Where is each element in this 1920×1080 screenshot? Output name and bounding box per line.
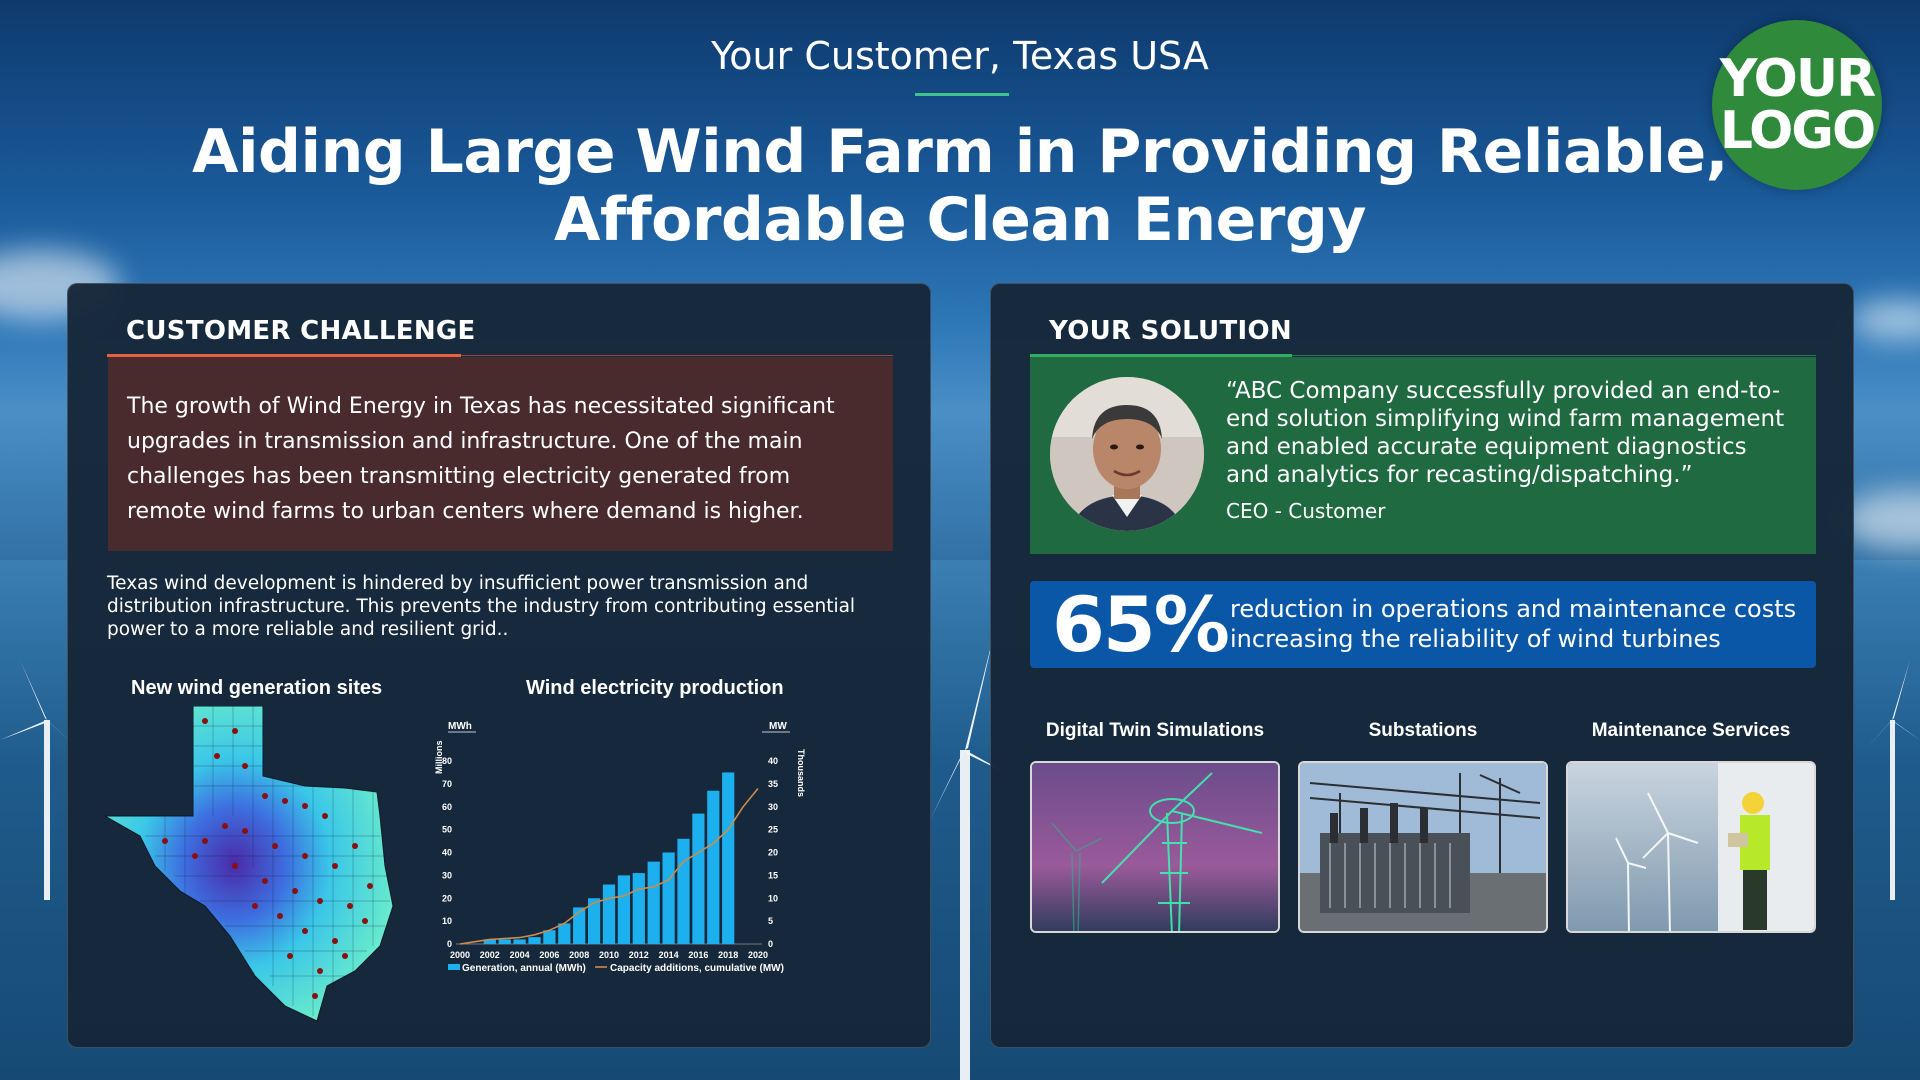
substation-image[interactable] — [1298, 761, 1548, 933]
legend-capacity: Capacity additions, cumulative (MW) — [610, 963, 784, 974]
y-right-tick-label: 0 — [768, 939, 773, 949]
x-tick-label: 2006 — [539, 950, 559, 960]
y-right-label: Thousands — [796, 749, 806, 797]
service-label-maintenance: Maintenance Services — [1591, 720, 1791, 741]
generation-bar — [558, 923, 571, 944]
capacity-line — [459, 787, 759, 945]
y-left-tick-label: 0 — [447, 939, 452, 949]
avatar — [1050, 377, 1204, 531]
generation-bar — [513, 939, 526, 944]
y-right-tick-label: 30 — [768, 802, 778, 812]
generation-bar — [677, 838, 690, 944]
x-tick-label: 2002 — [480, 950, 500, 960]
x-tick-label: 2018 — [718, 950, 738, 960]
logo: YOUR LOGO — [1712, 20, 1882, 190]
challenge-subtext: Texas wind development is hindered by in… — [107, 573, 856, 640]
challenge-text: The growth of Wind Energy in Texas has n… — [127, 394, 835, 524]
y-right-tick-label: 10 — [768, 893, 778, 903]
y-right-tick-label: 20 — [768, 848, 778, 858]
eyebrow-subtitle: Your Customer, Texas USA — [711, 34, 1209, 78]
y-left-tick-label: 10 — [442, 916, 452, 926]
y-left-tick-label: 60 — [442, 802, 452, 812]
y-left-label: Millions — [434, 741, 444, 775]
maintenance-technician-icon — [1568, 763, 1814, 931]
stat-box: 65% reduction in operations and maintena… — [1030, 581, 1816, 668]
solution-accent-bar — [1030, 354, 1292, 357]
service-label-digital-twin: Digital Twin Simulations — [1045, 720, 1265, 741]
cloud — [1850, 300, 1920, 340]
wind-turbine-icon — [930, 630, 1010, 1080]
solution-section-title: YOUR SOLUTION — [1049, 316, 1292, 346]
y-left-unit: MWh — [448, 721, 472, 732]
generation-bar — [573, 907, 586, 944]
title-line-1: Aiding Large Wind Farm in Providing Reli… — [192, 117, 1728, 187]
testimonial-attribution: CEO - Customer — [1226, 499, 1386, 523]
legend-swatch-generation — [448, 964, 460, 970]
y-left-tick-label: 40 — [442, 848, 452, 858]
x-tick-label: 2020 — [748, 950, 768, 960]
x-tick-label: 2012 — [629, 950, 649, 960]
y-left-tick-label: 20 — [442, 893, 452, 903]
solution-divider — [1292, 355, 1816, 356]
x-tick-label: 2000 — [450, 950, 470, 960]
digital-twin-turbine-icon — [1032, 763, 1278, 931]
customer-challenge-panel: CUSTOMER CHALLENGE The growth of Wind En… — [67, 283, 931, 1048]
challenge-divider — [461, 355, 893, 356]
generation-bar — [617, 875, 631, 944]
x-tick-label: 2010 — [599, 950, 619, 960]
generation-bar — [647, 861, 660, 944]
testimonial-quote: “ABC Company successfully provided an en… — [1226, 378, 1785, 488]
y-right-tick-label: 5 — [768, 916, 773, 926]
texas-wind-sites-map — [105, 706, 394, 1022]
logo-line-1: YOUR — [1719, 49, 1876, 109]
y-left-tick-label: 50 — [442, 825, 452, 835]
generation-bar — [543, 930, 556, 944]
testimonial-box: “ABC Company successfully provided an en… — [1030, 357, 1816, 554]
generation-bar — [662, 852, 675, 944]
wind-turbine-icon — [1865, 660, 1920, 900]
x-tick-label: 2008 — [569, 950, 589, 960]
generation-bar — [602, 884, 616, 944]
y-right-tick-label: 35 — [768, 779, 778, 789]
generation-bar — [498, 939, 511, 944]
page-title: Aiding Large Wind Farm in Providing Reli… — [180, 118, 1740, 254]
map-title: New wind generation sites — [131, 677, 383, 699]
challenge-accent-bar — [107, 354, 461, 357]
stat-value: 65% — [1052, 580, 1230, 669]
logo-line-2: LOGO — [1719, 101, 1876, 161]
generation-bar — [632, 873, 645, 944]
eyebrow-divider — [915, 93, 1009, 96]
stat-description: reduction in operations and maintenance … — [1230, 595, 1797, 653]
generation-bar — [528, 937, 541, 944]
y-right-unit: MW — [769, 721, 787, 732]
challenge-box: The growth of Wind Energy in Texas has n… — [108, 357, 893, 551]
y-left-tick-label: 30 — [442, 870, 452, 880]
generation-bar — [722, 772, 735, 944]
challenge-section-title: CUSTOMER CHALLENGE — [126, 316, 476, 346]
generation-bar — [483, 939, 496, 944]
x-tick-label: 2004 — [510, 950, 530, 960]
y-right-tick-label: 15 — [768, 870, 778, 880]
y-left-tick-label: 80 — [442, 756, 452, 766]
generation-bar — [707, 790, 720, 944]
wind-turbine-icon — [0, 660, 80, 900]
generation-bar — [692, 813, 705, 944]
service-label-substations: Substations — [1368, 720, 1478, 741]
maintenance-image[interactable] — [1566, 761, 1816, 933]
x-tick-label: 2016 — [688, 950, 708, 960]
y-right-tick-label: 25 — [768, 825, 778, 835]
title-line-2: Affordable Clean Energy — [554, 185, 1366, 255]
chart-title: Wind electricity production — [526, 677, 784, 699]
legend-generation: Generation, annual (MWh) — [462, 963, 586, 974]
x-tick-label: 2014 — [659, 950, 679, 960]
y-right-tick-label: 40 — [768, 756, 778, 766]
substation-icon — [1300, 763, 1546, 931]
ceo-portrait-icon — [1050, 377, 1204, 531]
your-solution-panel: YOUR SOLUTION “ABC Company successfully … — [990, 283, 1854, 1048]
digital-twin-image[interactable] — [1030, 761, 1280, 933]
y-left-tick-label: 70 — [442, 779, 452, 789]
wind-production-chart: MWh MW Millions Thousands 01020304050607… — [434, 721, 806, 974]
generation-bar — [587, 898, 601, 944]
